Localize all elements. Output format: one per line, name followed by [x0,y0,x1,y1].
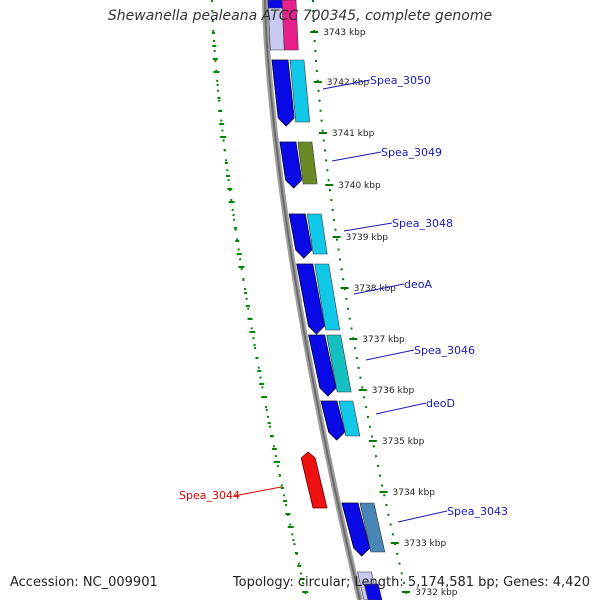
gc-content-track [211,0,308,600]
gene-block-lavender [267,0,285,51]
gene-label-leader [365,349,415,361]
genome-title: Shewanella pealeana ATCC 700345, complet… [107,8,493,24]
gene-label-leader [353,283,405,295]
accession-text: Accession: NC_009901 [10,575,158,590]
gene-label: Spea_3046 [414,344,475,357]
gene-arrow-forward [271,59,295,127]
gene-label-leader [331,151,382,162]
genome-backbone-core [264,0,361,600]
rna-gene-block [300,451,328,509]
kbp-tick-label: 3732 kbp [415,588,458,598]
gene-label: Spea_3043 [447,505,508,518]
kbp-tick-label: 3738 kbp [354,284,397,294]
gene-label-leader [322,79,371,90]
kbp-tick-label: 3742 kbp [327,78,370,88]
scale-track [312,0,409,600]
gene-arrow-forward [341,502,371,557]
gene-block-reverse [326,334,352,393]
gene-block-forward [267,0,283,9]
gene-block-reverse [297,141,318,185]
gene-label-leader [233,486,282,497]
gene-label: Spea_3044 [179,489,240,502]
gene-label-leader [343,222,393,232]
gene-block-reverse [359,502,386,553]
kbp-tick-label: 3737 kbp [362,335,405,345]
gene-block-reverse [338,400,361,437]
kbp-tick-label: 3734 kbp [393,488,436,498]
gene-block-reverse [306,213,328,255]
gene-label-leader [375,402,427,415]
gene-block-reverse [314,263,341,331]
kbp-tick-label: 3736 kbp [372,386,415,396]
gene-arrow-forward [320,400,346,441]
gene-block-forward [363,583,383,600]
kbp-tick-label: 3743 kbp [323,28,366,38]
gene-label: deoA [404,278,432,291]
kbp-tick-label: 3741 kbp [332,129,375,139]
gene-label: Spea_3050 [370,74,431,87]
gene-arrow-forward [279,141,303,189]
gene-label-leader [397,510,448,523]
gene-arrow-forward [288,213,313,259]
gene-label: Spea_3048 [392,217,453,230]
gene-label: Spea_3049 [381,146,442,159]
gene-block-reverse [289,59,311,123]
kbp-tick-label: 3739 kbp [346,233,389,243]
gene-label: deoD [426,397,455,410]
kbp-tick-label: 3735 kbp [382,437,425,447]
kbp-tick-label: 3740 kbp [338,181,381,191]
gene-arrow-forward [308,334,337,397]
topology-text: Topology: circular; Length: 5,174,581 bp… [232,575,590,590]
kbp-tick-label: 3733 kbp [404,539,447,549]
gene-arrow-forward [296,263,325,335]
